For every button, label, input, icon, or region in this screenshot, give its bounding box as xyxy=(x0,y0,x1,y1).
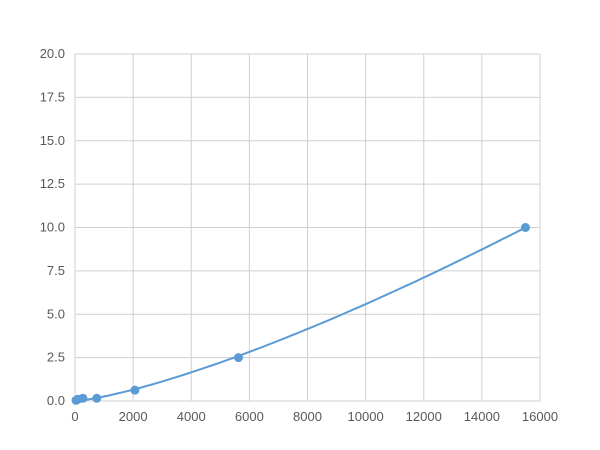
x-tick-label: 0 xyxy=(71,409,78,424)
x-tick-label: 10000 xyxy=(348,409,384,424)
grid xyxy=(74,53,541,402)
x-tick-label: 4000 xyxy=(177,409,206,424)
data-point xyxy=(130,385,140,395)
y-tick-label: 5.0 xyxy=(47,306,65,321)
x-tick-label: 2000 xyxy=(119,409,148,424)
data-point xyxy=(92,393,102,403)
y-tick-label: 12.5 xyxy=(40,176,65,191)
y-tick-label: 0.0 xyxy=(47,393,65,408)
y-tick-label: 15.0 xyxy=(40,133,65,148)
y-tick-label: 10.0 xyxy=(40,220,65,235)
y-tick-label: 7.5 xyxy=(47,263,65,278)
y-tick-label: 2.5 xyxy=(47,350,65,365)
x-tick-label: 16000 xyxy=(522,409,558,424)
data-point xyxy=(233,353,243,363)
y-tick-label: 17.5 xyxy=(40,89,65,104)
x-tick-label: 6000 xyxy=(235,409,264,424)
x-tick-label: 14000 xyxy=(464,409,500,424)
data-point xyxy=(520,223,530,232)
tick-labels: 0 2000 4000 6000 8000 10000 12000 14000 16000 0.0… xyxy=(40,46,558,424)
data-point xyxy=(78,393,88,403)
y-tick-label: 20.0 xyxy=(40,46,65,61)
series-line xyxy=(74,226,526,402)
series-points xyxy=(71,223,530,405)
x-tick-label: 12000 xyxy=(406,409,442,424)
x-tick-label: 8000 xyxy=(293,409,322,424)
